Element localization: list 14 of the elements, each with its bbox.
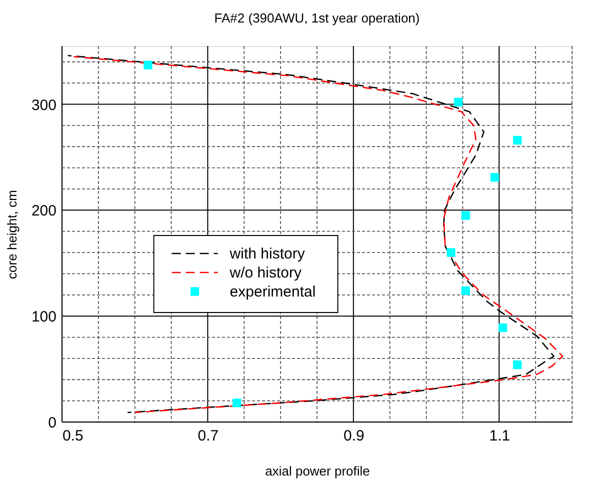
- x-tick-label: 0.9: [344, 428, 364, 444]
- x-tick-label: 1.1: [489, 428, 510, 444]
- legend-label: experimental: [230, 284, 316, 300]
- y-tick-label: 0: [48, 414, 56, 432]
- legend-label: with history: [228, 246, 306, 262]
- x-tick-label: 0.5: [62, 428, 84, 444]
- x-axis-title: axial power profile: [265, 464, 370, 478]
- y-tick-label: 300: [31, 96, 56, 114]
- y-axis-title: core height, cm: [4, 190, 20, 279]
- y-tick-label: 200: [31, 202, 56, 220]
- legend-label: w/o history: [228, 264, 302, 282]
- y-tick-label: 100: [31, 308, 56, 326]
- x-tick-label: 0.7: [198, 428, 219, 444]
- chart-title: FA#2 (390AWU, 1st year operation): [214, 10, 420, 26]
